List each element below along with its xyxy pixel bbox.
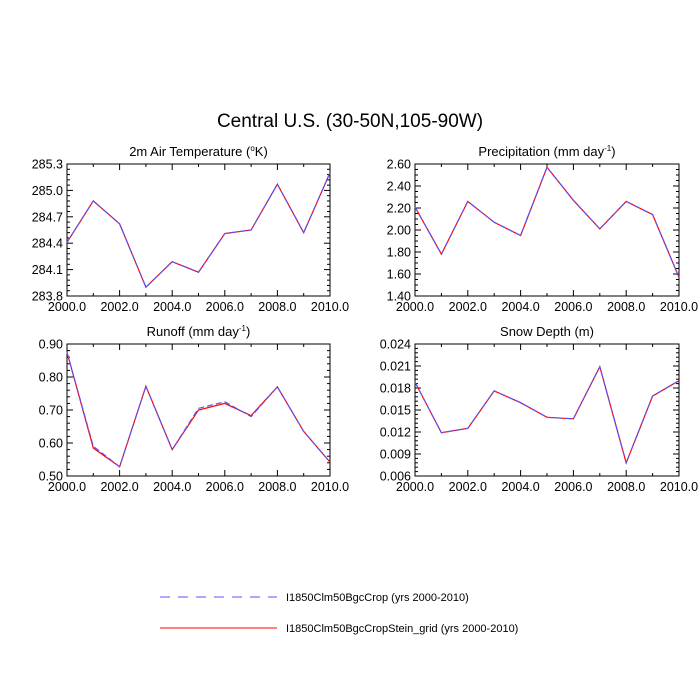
y-tick-label: 0.012 bbox=[380, 426, 411, 440]
x-tick-label: 2002.0 bbox=[449, 480, 487, 494]
x-tick-label: 2000.0 bbox=[396, 300, 434, 314]
x-tick-label: 2006.0 bbox=[554, 480, 592, 494]
chart-panels: 2m Air Temperature (oK) 285.3 285.0 284.7 28… bbox=[32, 144, 698, 494]
panel-title: 2m Air Temperature (oK) bbox=[129, 144, 268, 159]
legend-label: I1850Clm50BgcCrop (yrs 2000-2010) bbox=[286, 592, 469, 604]
series-line-stein-grid bbox=[66, 172, 331, 289]
x-tick-label: 2008.0 bbox=[258, 480, 296, 494]
panel-3: Runoff (mm day-1)0.900.800.700.600.50200… bbox=[39, 324, 350, 494]
figure-title: Central U.S. (30-50N,105-90W) bbox=[217, 111, 483, 132]
y-tick-label: 1.60 bbox=[387, 268, 411, 282]
x-tick-label: 2006.0 bbox=[206, 480, 244, 494]
panel-title-text: Runoff (mm day bbox=[147, 324, 240, 339]
series-line-stein-grid bbox=[414, 166, 680, 278]
y-tick-label: 0.50 bbox=[39, 470, 63, 484]
y-tick-label: 284.7 bbox=[32, 210, 63, 224]
x-tick-label: 2002.0 bbox=[100, 480, 138, 494]
series-line-bgccrop bbox=[414, 166, 680, 278]
panel-2: Precipitation (mm day-1) 2.60 2.40 2.20 2.00… bbox=[387, 144, 699, 314]
x-tick-label: 2008.0 bbox=[607, 300, 645, 314]
y-tick-label: 2.20 bbox=[387, 202, 411, 216]
y-tick-label: 1.80 bbox=[387, 246, 411, 260]
panel-title-text: Snow Depth (m) bbox=[500, 324, 594, 339]
series-line-bgccrop bbox=[66, 172, 331, 289]
x-tick-label: 2004.0 bbox=[153, 480, 191, 494]
y-tick-label: 283.8 bbox=[32, 290, 63, 304]
y-tick-label: 2.40 bbox=[387, 180, 411, 194]
legend-label: I1850Clm50BgcCropStein_grid (yrs 2000-20… bbox=[286, 623, 518, 635]
y-tick-label: 284.1 bbox=[32, 263, 63, 277]
y-tick-label: 0.015 bbox=[380, 404, 411, 418]
y-tick-label: 0.024 bbox=[380, 338, 411, 352]
panel-title-text-end: ) bbox=[611, 144, 615, 159]
panel-title-text: 2m Air Temperature ( bbox=[129, 144, 251, 159]
x-tick-label: 2004.0 bbox=[501, 300, 539, 314]
panel-title-superscript: -1 bbox=[604, 144, 612, 153]
x-tick-label: 2010.0 bbox=[660, 480, 698, 494]
plot-frame bbox=[66, 163, 331, 297]
y-tick-label: 0.60 bbox=[39, 437, 63, 451]
y-tick-label: 0.80 bbox=[39, 371, 63, 385]
series-line-stein-grid bbox=[414, 365, 680, 465]
x-tick-label: 2006.0 bbox=[554, 300, 592, 314]
plot-frame bbox=[414, 343, 680, 477]
panel-title-text-end: ) bbox=[246, 324, 250, 339]
x-tick-label: 2010.0 bbox=[311, 480, 349, 494]
y-tick-label: 0.009 bbox=[380, 448, 411, 462]
legend: I1850Clm50BgcCrop (yrs 2000-2010) I1850Cl… bbox=[160, 592, 518, 635]
y-tick-label: 0.018 bbox=[380, 382, 411, 396]
x-tick-label: 2000.0 bbox=[48, 300, 86, 314]
x-tick-label: 2010.0 bbox=[660, 300, 698, 314]
y-tick-label: 0.021 bbox=[380, 360, 411, 374]
y-tick-label: 285.0 bbox=[32, 184, 63, 198]
series-line-bgccrop bbox=[414, 365, 680, 465]
series-line-bgccrop bbox=[66, 352, 331, 468]
panel-title: Precipitation (mm day-1) bbox=[478, 144, 615, 159]
y-tick-label: 0.90 bbox=[39, 338, 63, 352]
x-tick-label: 2008.0 bbox=[258, 300, 296, 314]
x-tick-label: 2008.0 bbox=[607, 480, 645, 494]
panel-title: Runoff (mm day-1) bbox=[147, 324, 251, 339]
x-tick-label: 2002.0 bbox=[449, 300, 487, 314]
panel-title-text: Precipitation (mm day bbox=[478, 144, 604, 159]
y-tick-label: 2.00 bbox=[387, 224, 411, 238]
x-tick-label: 2010.0 bbox=[311, 300, 349, 314]
y-tick-label: 0.70 bbox=[39, 404, 63, 418]
series-line-stein-grid bbox=[66, 352, 331, 468]
y-tick-label: 2.60 bbox=[387, 158, 411, 172]
panel-title-text-end: K) bbox=[255, 144, 268, 159]
x-tick-label: 2000.0 bbox=[48, 480, 86, 494]
x-tick-label: 2002.0 bbox=[100, 300, 138, 314]
y-tick-label: 0.006 bbox=[380, 470, 411, 484]
x-tick-label: 2006.0 bbox=[206, 300, 244, 314]
y-tick-label: 1.40 bbox=[387, 290, 411, 304]
panel-title-superscript: -1 bbox=[239, 324, 247, 333]
panel-1: 2m Air Temperature (oK) 285.3 285.0 284.7 28… bbox=[32, 144, 349, 314]
y-tick-label: 285.3 bbox=[32, 158, 63, 172]
x-tick-label: 2000.0 bbox=[396, 480, 434, 494]
x-tick-label: 2004.0 bbox=[153, 300, 191, 314]
y-tick-label: 284.4 bbox=[32, 237, 63, 251]
x-tick-label: 2004.0 bbox=[501, 480, 539, 494]
panel-4: Snow Depth (m) 0.024 0.021 0.018 0.015 0.012 0… bbox=[380, 324, 698, 494]
panel-title: Snow Depth (m) bbox=[500, 324, 594, 339]
panel-title-superscript: o bbox=[250, 144, 255, 153]
plot-frame bbox=[414, 163, 680, 297]
